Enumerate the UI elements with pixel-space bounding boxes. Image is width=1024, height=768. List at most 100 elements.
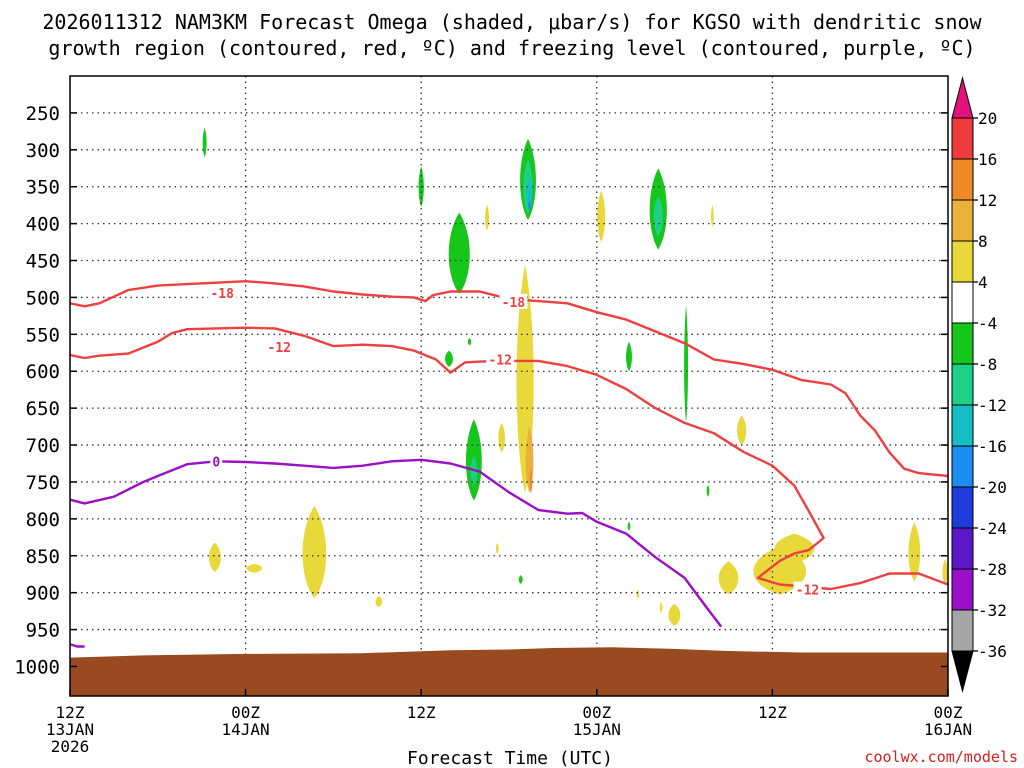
x-tick-label: 12Z bbox=[56, 703, 85, 722]
omega-shaded-region bbox=[246, 563, 263, 573]
contour-label: -18 bbox=[502, 296, 526, 311]
colorbar-label: -12 bbox=[978, 396, 1007, 415]
terrain-fill bbox=[70, 647, 948, 696]
x-tick-label: 00Z bbox=[582, 703, 611, 722]
omega-shaded-region bbox=[737, 415, 747, 446]
contour-line bbox=[70, 458, 723, 628]
y-tick-label: 350 bbox=[26, 177, 60, 199]
y-tick-label: 900 bbox=[26, 583, 60, 605]
omega-shaded-region bbox=[774, 533, 815, 564]
contour-label-bg bbox=[208, 285, 237, 300]
colorbar-band bbox=[951, 199, 974, 242]
omega-shaded-region bbox=[627, 521, 631, 531]
omega-shaded-region bbox=[526, 177, 533, 211]
omega-shaded-region bbox=[467, 338, 472, 346]
y-tick-label: 700 bbox=[26, 435, 60, 457]
credit-text[interactable]: coolwx.com/models bbox=[864, 748, 1018, 766]
colorbar-under-arrow bbox=[951, 650, 974, 693]
chart-title-line-2: growth region (contoured, red, ºC) and f… bbox=[48, 36, 975, 60]
colorbar-band bbox=[951, 158, 974, 201]
plot-area: -18 -18 -12 -12 -12 0 bbox=[70, 76, 948, 696]
colorbar-band bbox=[951, 322, 974, 365]
colorbar-label: 12 bbox=[978, 191, 997, 210]
omega-shaded-region bbox=[668, 603, 681, 626]
x-axis-label: Forecast Time (UTC) bbox=[407, 748, 613, 768]
omega-shaded-region bbox=[636, 589, 640, 599]
colorbar-label: -28 bbox=[978, 560, 1007, 579]
colorbar-label: -24 bbox=[978, 519, 1007, 538]
x-tick-label: 2026 bbox=[51, 737, 90, 756]
omega-shaded-region bbox=[485, 204, 490, 231]
colorbar-label: -36 bbox=[978, 642, 1007, 661]
omega-shaded-region bbox=[684, 304, 689, 423]
x-tick-label: 15JAN bbox=[573, 720, 621, 739]
omega-shaded-region bbox=[375, 595, 383, 608]
x-tick-label: 13JAN bbox=[46, 720, 94, 739]
colorbar-band bbox=[951, 281, 974, 324]
y-tick-label: 800 bbox=[26, 509, 60, 531]
y-tick-label: 950 bbox=[26, 620, 60, 642]
y-tick-label: 450 bbox=[26, 251, 60, 273]
contour-label-bg bbox=[210, 453, 223, 469]
contour-label: -18 bbox=[210, 287, 234, 302]
omega-shaded-region bbox=[711, 205, 714, 228]
colorbar-label: -16 bbox=[978, 437, 1007, 456]
contour-label-bg bbox=[499, 293, 528, 309]
omega-shaded-region bbox=[202, 127, 207, 158]
colorbar: 20 16 12 8 4 -4 -8 -12 -16 -20 -24 -28 -32 -36 bbox=[951, 76, 1007, 693]
plot-frame bbox=[69, 75, 949, 697]
x-tick-label: 16JAN bbox=[924, 720, 972, 739]
omega-shaded-region bbox=[597, 190, 606, 243]
colorbar-band bbox=[951, 404, 974, 447]
omega-shaded-region bbox=[302, 505, 327, 599]
colorbar-label: -20 bbox=[978, 478, 1007, 497]
colorbar-label: 16 bbox=[978, 150, 997, 169]
x-tick-label: 12Z bbox=[758, 703, 787, 722]
omega-shaded-region bbox=[626, 341, 632, 372]
colorbar-band bbox=[951, 240, 974, 283]
omega-shaded-region bbox=[706, 484, 710, 497]
contour-label-bg bbox=[793, 581, 822, 597]
colorbar-band bbox=[951, 117, 974, 160]
y-tick-label: 650 bbox=[26, 398, 60, 420]
omega-shaded-region bbox=[498, 422, 505, 453]
colorbar-band bbox=[951, 609, 974, 652]
omega-shaded-region bbox=[528, 199, 531, 211]
omega-shaded-region bbox=[448, 212, 470, 294]
omega-shaded-region bbox=[445, 350, 453, 367]
colorbar-label: -32 bbox=[978, 601, 1007, 620]
colorbar-label: -8 bbox=[978, 355, 997, 374]
contour-label: -12 bbox=[796, 584, 819, 599]
omega-shaded-region bbox=[208, 542, 221, 572]
y-tick-label: 250 bbox=[26, 103, 60, 125]
y-tick-label: 550 bbox=[26, 324, 60, 346]
contour-label: -12 bbox=[488, 353, 511, 368]
colorbar-band bbox=[951, 486, 974, 529]
omega-shaded-region bbox=[518, 574, 523, 584]
omega-shaded-region bbox=[942, 559, 948, 585]
colorbar-band bbox=[951, 445, 974, 488]
x-tick-label: 12Z bbox=[407, 703, 436, 722]
x-tick-label: 00Z bbox=[934, 703, 963, 722]
omega-shaded-region bbox=[653, 195, 663, 237]
contour-line bbox=[70, 326, 948, 591]
y-tick-label: 600 bbox=[26, 361, 60, 383]
y-tick-label: 750 bbox=[26, 472, 60, 494]
colorbar-band bbox=[951, 568, 974, 611]
contour-label-bg bbox=[486, 351, 515, 367]
omega-shaded-region bbox=[718, 561, 739, 595]
contour-label: 0 bbox=[212, 455, 220, 470]
colorbar-band bbox=[951, 363, 974, 406]
x-tick-label: 00Z bbox=[231, 703, 260, 722]
y-tick-label: 850 bbox=[26, 546, 60, 568]
colorbar-label: 4 bbox=[978, 273, 988, 292]
colorbar-label: -4 bbox=[978, 314, 997, 333]
colorbar-band bbox=[951, 527, 974, 570]
colorbar-label: 8 bbox=[978, 232, 988, 251]
contour-line bbox=[70, 643, 85, 648]
omega-shaded-region bbox=[472, 474, 476, 482]
omega-shaded-region bbox=[659, 601, 663, 613]
omega-shaded-region bbox=[908, 522, 921, 582]
chart-title-line-1: 2026011312 NAM3KM Forecast Omega (shaded… bbox=[42, 10, 982, 34]
y-tick-label: 1000 bbox=[14, 656, 60, 678]
